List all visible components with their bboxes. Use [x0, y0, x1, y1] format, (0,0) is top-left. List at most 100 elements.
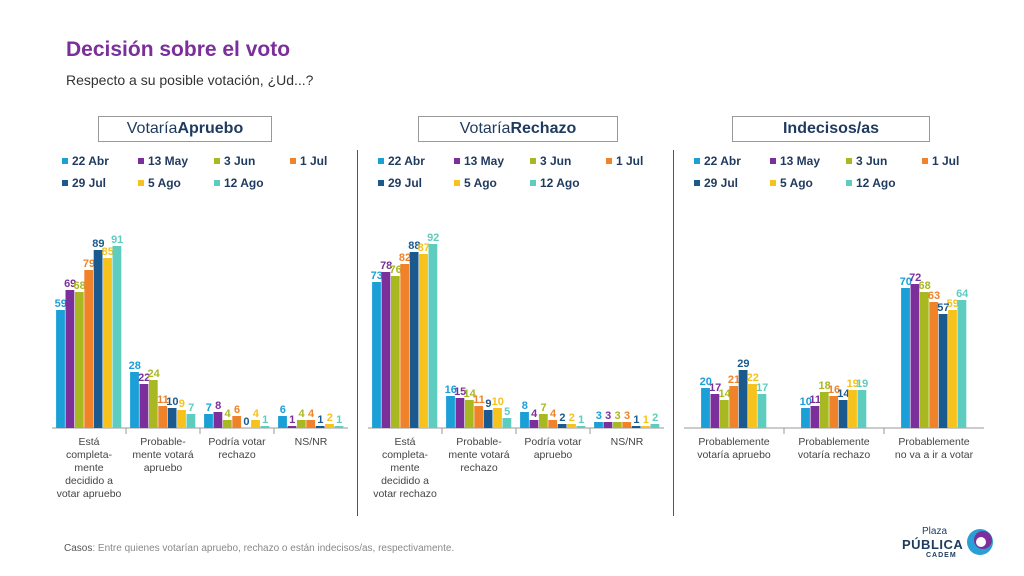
legend-label: 1 Jul [932, 154, 960, 168]
bar [334, 426, 344, 428]
bar-value-label: 63 [928, 290, 940, 302]
bar-value-label: 69 [64, 278, 76, 290]
bar [232, 416, 242, 428]
bar-value-label: 1 [289, 414, 295, 426]
legend-label: 3 Jun [856, 154, 888, 168]
legend-swatch [214, 180, 220, 186]
bar-value-label: 4 [531, 408, 538, 420]
legend-label: 3 Jun [224, 154, 256, 168]
bar-value-label: 7 [206, 402, 212, 414]
bar-value-label: 19 [856, 378, 868, 390]
bar [260, 426, 270, 428]
bar-value-label: 0 [243, 416, 249, 428]
legend-item: 22 Abr [62, 154, 109, 168]
legend-label: 29 Jul [704, 176, 739, 190]
legend-label: 1 Jul [300, 154, 328, 168]
bar [464, 400, 474, 428]
bar [567, 424, 576, 428]
bar [594, 422, 603, 428]
bar-value-label: 8 [215, 400, 221, 412]
legend-item: 13 May [454, 154, 504, 168]
bar [929, 302, 939, 428]
plaza-publica-logo: Plaza PÚBLICA CADEM [900, 526, 1000, 566]
legend-item: 29 Jul [62, 176, 106, 190]
bar [948, 310, 957, 428]
bar [919, 292, 929, 428]
bar-value-label: 22 [138, 372, 150, 384]
bar [622, 422, 632, 428]
bar-value-label: 6 [234, 404, 240, 416]
bar [957, 300, 967, 428]
bar-value-label: 91 [111, 234, 123, 246]
bar-value-label: 21 [728, 374, 740, 386]
bar-value-label: 16 [445, 384, 457, 396]
legend-item: 1 Jul [922, 154, 959, 168]
bar-value-label: 1 [317, 414, 323, 426]
legend-label: 12 Ago [856, 176, 896, 190]
legend-label: 22 Abr [388, 154, 425, 168]
bar [576, 426, 586, 428]
legend-swatch [138, 158, 144, 164]
legend-swatch [378, 180, 384, 186]
bar-value-label: 9 [485, 398, 491, 410]
logo-mark-icon [967, 529, 993, 555]
legend-label: 29 Jul [388, 176, 423, 190]
bar [729, 386, 739, 428]
bar-value-label: 16 [828, 384, 840, 396]
bar-value-label: 17 [709, 382, 721, 394]
legend-swatch [922, 158, 928, 164]
bar-value-label: 78 [380, 260, 392, 272]
legend-swatch [214, 158, 220, 164]
legend-item: 5 Ago [138, 176, 181, 190]
bar [167, 408, 177, 428]
bar [296, 420, 306, 428]
bar [641, 426, 650, 428]
bar [520, 412, 529, 428]
bar [251, 420, 260, 428]
bar [612, 422, 622, 428]
bar [557, 424, 567, 428]
bar [529, 420, 539, 428]
footer-note: Casos: Entre quienes votarían apruebo, r… [64, 543, 454, 554]
footer-text: : Entre quienes votarían apruebo, rechaz… [92, 543, 455, 554]
bar-value-label: 57 [937, 302, 949, 314]
bar [483, 410, 493, 428]
panel-divider [673, 150, 674, 516]
header-bold: Rechazo [510, 120, 577, 137]
bar [419, 254, 428, 428]
bar-value-label: 72 [909, 272, 921, 284]
bar-value-label: 68 [73, 280, 85, 292]
legend-item: 29 Jul [694, 176, 738, 190]
legend-item: 22 Abr [378, 154, 425, 168]
bar-value-label: 76 [389, 264, 401, 276]
legend-label: 13 May [148, 154, 189, 168]
bar-value-label: 18 [818, 380, 830, 392]
bar [204, 414, 213, 428]
legend-item: 12 Ago [846, 176, 896, 190]
legend-swatch [530, 158, 536, 164]
legend-swatch [530, 180, 536, 186]
bar-value-label: 79 [83, 258, 95, 270]
bar-value-label: 1 [262, 414, 268, 426]
bar-value-label: 2 [652, 412, 658, 424]
bar [748, 384, 757, 428]
bar [315, 426, 325, 428]
bar [112, 246, 122, 428]
legend-item: 13 May [138, 154, 188, 168]
legend-label: 12 Ago [224, 176, 264, 190]
bar [819, 392, 829, 428]
bar [278, 416, 287, 428]
bar [372, 282, 381, 428]
bar-value-label: 2 [327, 412, 333, 424]
bar-value-label: 5 [504, 406, 510, 418]
legend-swatch [606, 158, 612, 164]
bar-value-label: 3 [624, 410, 630, 422]
header-normal: Votaría [459, 120, 511, 137]
bar-value-label: 87 [418, 242, 430, 254]
bar-value-label: 29 [737, 358, 749, 370]
legend-swatch [62, 180, 68, 186]
bar-value-label: 1 [643, 414, 649, 426]
legend-item: 3 Jun [530, 154, 571, 168]
